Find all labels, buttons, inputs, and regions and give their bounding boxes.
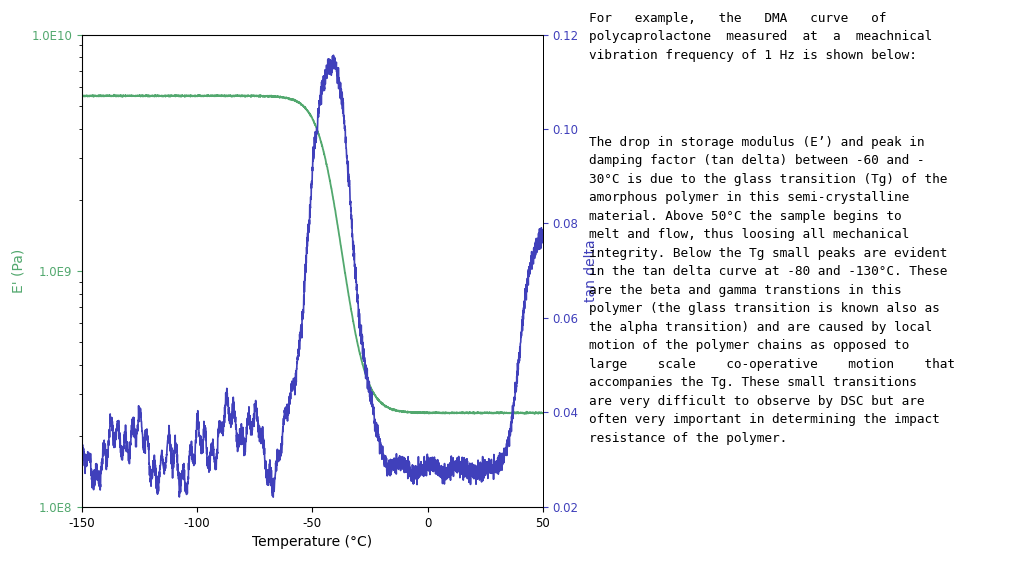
Y-axis label: E' (Pa): E' (Pa) bbox=[11, 249, 26, 293]
Text: For   example,   the   DMA   curve   of
polycaprolactone  measured  at  a  meach: For example, the DMA curve of polycaprol… bbox=[589, 12, 932, 62]
Y-axis label: tan delta: tan delta bbox=[584, 240, 598, 302]
X-axis label: Temperature (°C): Temperature (°C) bbox=[252, 535, 373, 549]
Text: The drop in storage modulus (E’) and peak in
damping factor (tan delta) between : The drop in storage modulus (E’) and pea… bbox=[589, 136, 954, 445]
